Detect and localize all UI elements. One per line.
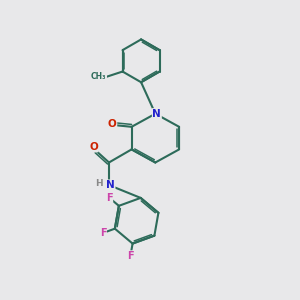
Text: H: H [95,179,102,188]
Text: N: N [106,180,115,190]
Text: O: O [89,142,98,152]
Text: F: F [100,228,106,238]
Text: F: F [106,193,112,203]
Text: O: O [108,119,117,129]
Text: F: F [127,251,134,261]
Text: N: N [152,109,161,119]
Text: CH₃: CH₃ [91,72,106,81]
